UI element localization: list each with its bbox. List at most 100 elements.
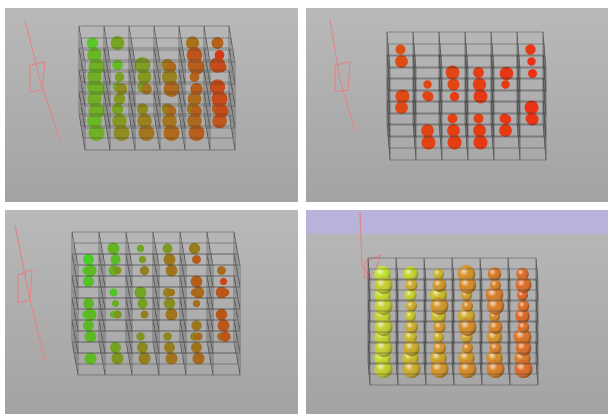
- sphere: [109, 288, 118, 297]
- sphere: [395, 44, 406, 55]
- sphere: [83, 320, 94, 331]
- sphere: [395, 101, 408, 114]
- wire: [535, 341, 539, 365]
- wire: [386, 77, 391, 115]
- wire: [423, 299, 427, 323]
- pole: [14, 224, 46, 361]
- wire: [423, 320, 427, 344]
- sphere: [524, 100, 539, 115]
- sphere: [163, 81, 180, 97]
- render: [24, 19, 236, 151]
- wire: [479, 278, 483, 302]
- wire: [98, 319, 106, 354]
- sphere: [162, 113, 177, 129]
- sphere-shade: [487, 267, 502, 281]
- wire: [490, 54, 495, 92]
- sphere: [136, 244, 145, 253]
- sphere: [449, 91, 460, 102]
- sphere-shade: [515, 340, 532, 356]
- wire: [152, 253, 160, 288]
- sphere: [190, 82, 203, 96]
- wire: [206, 253, 214, 288]
- sphere: [136, 332, 145, 341]
- sphere: [88, 59, 105, 75]
- wire: [412, 54, 417, 92]
- sphere: [110, 36, 125, 50]
- sphere-shade: [458, 318, 477, 336]
- sphere: [83, 298, 94, 309]
- wire: [178, 69, 186, 107]
- sphere-shade: [374, 360, 393, 378]
- wire: [490, 31, 495, 69]
- sphere: [84, 308, 97, 321]
- wire: [179, 275, 187, 310]
- wire: [535, 320, 539, 344]
- wire: [535, 278, 539, 302]
- wire: [71, 319, 79, 354]
- sphere: [186, 47, 203, 63]
- wire: [228, 113, 236, 151]
- sphere-shade: [374, 276, 393, 294]
- wire: [451, 257, 455, 281]
- sphere-shade: [489, 341, 502, 355]
- sphere: [527, 68, 538, 79]
- wire: [386, 31, 391, 69]
- sphere: [447, 124, 460, 137]
- sphere-shade: [515, 308, 530, 324]
- sphere: [185, 36, 200, 50]
- wire: [479, 257, 483, 281]
- wire: [395, 278, 399, 302]
- wire: [542, 31, 547, 69]
- wire: [152, 297, 160, 332]
- wire: [395, 299, 399, 323]
- sphere-shade: [404, 288, 417, 302]
- sphere: [163, 332, 172, 341]
- wire: [178, 25, 186, 63]
- sphere-shade: [430, 360, 449, 378]
- sphere: [447, 78, 460, 91]
- wire: [423, 362, 427, 386]
- wire: [153, 91, 161, 129]
- sphere: [163, 125, 180, 141]
- wire: [125, 319, 133, 354]
- sphere-shade: [432, 268, 445, 280]
- sphere: [137, 70, 152, 84]
- wire: [464, 31, 469, 69]
- wire: [423, 341, 427, 365]
- sphere: [111, 299, 120, 308]
- wire: [367, 257, 371, 281]
- sphere: [84, 330, 97, 343]
- sphere: [219, 277, 228, 286]
- wire: [395, 320, 399, 344]
- sphere: [447, 113, 458, 124]
- wire: [78, 113, 86, 151]
- wire: [464, 123, 469, 161]
- sphere-shade: [458, 360, 477, 378]
- wire: [542, 54, 547, 92]
- wire: [152, 275, 160, 310]
- sphere-shade: [458, 276, 477, 294]
- wire: [507, 341, 511, 365]
- wire: [153, 69, 161, 107]
- wire: [367, 362, 371, 386]
- wire: [535, 257, 539, 281]
- wire: [125, 297, 133, 332]
- sphere-shade: [432, 278, 447, 292]
- sphere: [110, 342, 121, 353]
- wire: [535, 299, 539, 323]
- sphere: [473, 113, 484, 124]
- wire: [128, 47, 136, 85]
- sphere: [191, 105, 202, 117]
- sphere: [194, 332, 203, 341]
- sphere-shade: [515, 277, 532, 293]
- wire: [228, 25, 236, 63]
- sphere: [163, 297, 176, 310]
- wire: [128, 25, 136, 63]
- wire: [179, 341, 187, 376]
- wire: [423, 278, 427, 302]
- wire: [228, 47, 236, 85]
- sphere: [138, 125, 155, 141]
- sphere: [445, 65, 460, 80]
- wire: [464, 54, 469, 92]
- sphere: [137, 113, 152, 129]
